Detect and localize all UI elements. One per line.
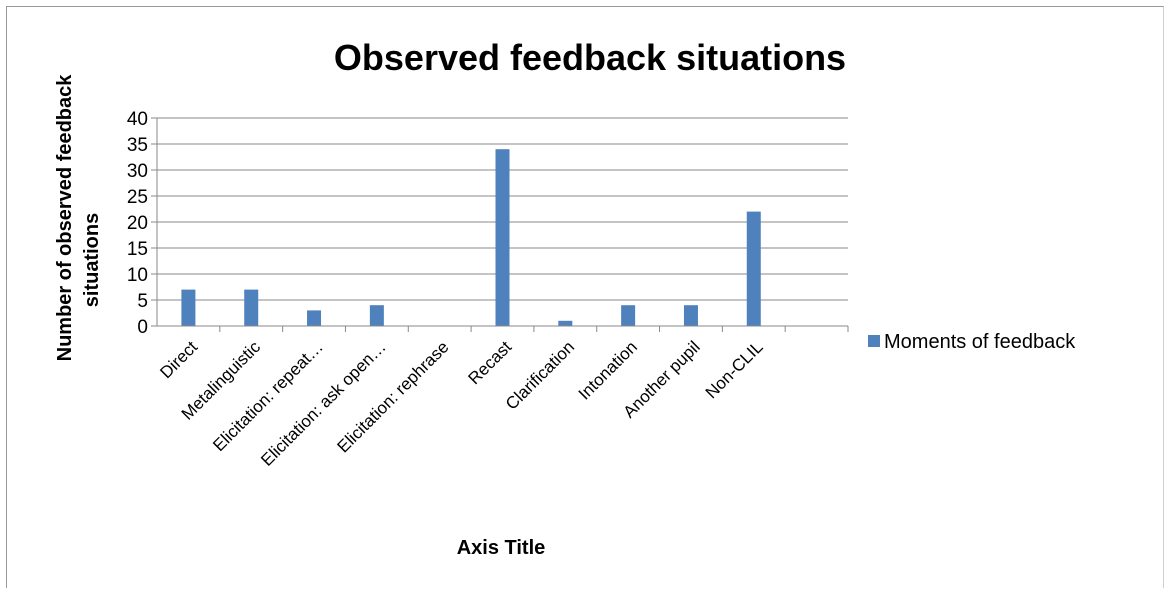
bar <box>307 310 322 326</box>
x-category-label: Intonation <box>575 337 641 403</box>
bar <box>369 305 384 326</box>
x-category-label: Elicitation: rephrase <box>333 337 452 456</box>
bar <box>683 305 698 326</box>
x-category-label: Clarification <box>502 337 578 413</box>
bar <box>746 211 761 326</box>
bar <box>181 289 196 326</box>
y-tick-label: 0 <box>137 317 148 338</box>
x-category-label: Direct <box>156 337 201 382</box>
y-tick-label: 5 <box>137 291 148 312</box>
y-tick-label: 30 <box>127 161 148 182</box>
y-tick-label: 35 <box>127 135 148 156</box>
y-tick-label: 20 <box>127 213 148 234</box>
y-tick-label: 40 <box>127 109 148 130</box>
chart-area <box>6 6 1164 588</box>
y-axis-title-line-1: Number of observed feedback <box>54 74 76 362</box>
x-axis-title: Axis Title <box>457 537 546 559</box>
bar <box>244 289 259 326</box>
x-axis <box>156 118 849 332</box>
chart-title: Observed feedback situations <box>334 37 846 78</box>
legend-swatch <box>868 335 880 347</box>
bars <box>181 149 761 326</box>
bar <box>495 149 510 326</box>
y-tick-label: 15 <box>127 239 148 260</box>
x-category-label: Non-CLIL <box>702 337 767 402</box>
y-tick-label: 25 <box>127 187 148 208</box>
bar <box>621 305 636 326</box>
bar <box>558 320 573 326</box>
y-axis-tick-labels: 0 5 10 15 20 25 30 35 40 <box>127 109 157 338</box>
x-category-label: Recast <box>464 337 515 388</box>
legend-label-moments-of-feedback: Moments of feedback <box>884 331 1076 353</box>
x-category-label: Elicitation: repeat… <box>209 337 327 455</box>
x-category-label: Elicitation: ask open… <box>257 337 389 469</box>
legend: Moments of feedback <box>868 331 1076 353</box>
y-axis-title-line-2: situations <box>81 213 103 307</box>
y-tick-label: 10 <box>127 265 148 286</box>
